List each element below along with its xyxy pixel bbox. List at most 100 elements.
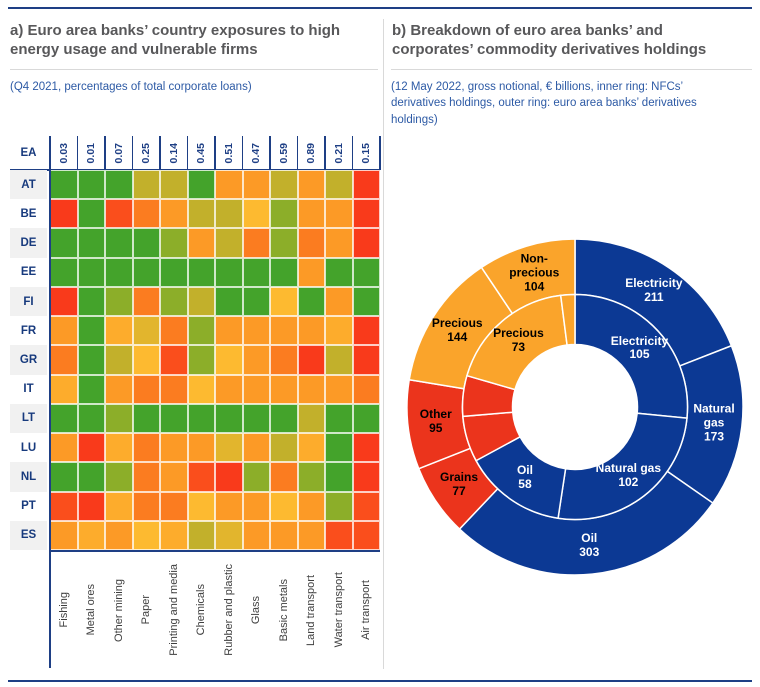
heatmap-cell <box>50 257 78 287</box>
heatmap-cell <box>215 403 243 434</box>
heatmap-cell <box>352 345 380 375</box>
heatmap-cell <box>105 345 133 375</box>
heatmap-cell <box>325 520 353 550</box>
panel-a-title-rule <box>10 69 378 70</box>
panel-b-title-rule <box>391 69 752 70</box>
heatmap-cell <box>160 257 188 287</box>
heatmap-cell <box>187 491 215 521</box>
heatmap-cell <box>160 228 188 258</box>
heatmap-cell <box>187 228 215 258</box>
heatmap-cell <box>352 462 380 492</box>
heatmap-cell <box>160 520 188 550</box>
heatmap-cell <box>77 199 105 229</box>
heatmap-cell <box>77 403 105 434</box>
heatmap-cell <box>270 491 298 521</box>
heatmap-cell <box>105 403 133 434</box>
heatmap-cell <box>270 345 298 375</box>
heatmap-cell <box>160 170 188 200</box>
heatmap-cell <box>132 286 160 317</box>
heatmap-cell <box>77 228 105 258</box>
heatmap-cell <box>352 316 380 346</box>
ea-tick <box>131 136 134 170</box>
heatmap-cell <box>77 316 105 346</box>
donut-inner-segment <box>559 293 576 346</box>
heatmap-cell <box>215 286 243 317</box>
heatmap-cell <box>325 433 353 463</box>
row-label: LU <box>10 433 47 463</box>
heatmap-cell <box>105 374 133 404</box>
panel-a-title: a) Euro area banks’ country exposures to… <box>10 22 341 58</box>
row-label: PT <box>10 491 47 521</box>
heatmap-cell <box>77 257 105 287</box>
heatmap-cell <box>132 374 160 404</box>
heatmap-cell <box>270 316 298 346</box>
heatmap-cell <box>105 228 133 258</box>
heatmap-cell <box>297 374 325 404</box>
heatmap-cell <box>77 462 105 492</box>
heatmap-cell <box>297 228 325 258</box>
heatmap-cell <box>77 433 105 463</box>
row-label: DE <box>10 228 47 258</box>
row-label: FR <box>10 316 47 346</box>
bottom-rule <box>8 680 752 682</box>
ea-tick <box>214 136 216 170</box>
heatmap-cell <box>242 228 270 258</box>
heatmap-cell <box>242 316 270 346</box>
heatmap-cell <box>105 257 133 287</box>
heatmap-cell <box>187 520 215 550</box>
heatmap-cell <box>352 199 380 229</box>
heatmap-cell <box>215 433 243 463</box>
ea-tick <box>324 136 326 170</box>
heatmap-cell <box>50 520 78 550</box>
heatmap-cell <box>105 491 133 521</box>
panel-divider <box>383 19 384 669</box>
heatmap-cell <box>297 170 325 200</box>
heatmap-cell <box>297 491 325 521</box>
heatmap-cell <box>187 462 215 492</box>
heatmap-cell <box>132 520 160 550</box>
heatmap-cell <box>132 462 160 492</box>
heatmap-cell <box>242 491 270 521</box>
heatmap-cell <box>160 345 188 375</box>
row-label: NL <box>10 462 47 492</box>
heatmap-cell <box>160 316 188 346</box>
heatmap-cell <box>242 345 270 375</box>
ea-underline <box>10 169 380 171</box>
heatmap-cell <box>50 374 78 404</box>
heatmap-cell <box>50 199 78 229</box>
heatmap-cell <box>50 462 78 492</box>
heatmap-cell <box>325 257 353 287</box>
heatmap-cell <box>132 257 160 287</box>
heatmap-cell <box>242 286 270 317</box>
heatmap-cell <box>187 170 215 200</box>
heatmap-cell <box>160 462 188 492</box>
heatmap-bottom-line <box>50 550 380 552</box>
heatmap-cell <box>325 170 353 200</box>
heatmap-cell <box>132 316 160 346</box>
heatmap-cell <box>187 374 215 404</box>
row-label: IT <box>10 374 47 404</box>
heatmap-cell <box>352 520 380 550</box>
heatmap-cell <box>77 286 105 317</box>
row-label: AT <box>10 170 47 200</box>
heatmap-cell <box>50 491 78 521</box>
heatmap-cell <box>77 374 105 404</box>
heatmap-cell <box>325 491 353 521</box>
ea-tick <box>351 136 354 170</box>
panel-a-subtitle: (Q4 2021, percentages of total corporate… <box>10 81 252 93</box>
heatmap-cell <box>270 403 298 434</box>
heatmap-cell <box>242 433 270 463</box>
heatmap-cell <box>132 228 160 258</box>
heatmap-cell <box>297 316 325 346</box>
heatmap-cell <box>215 462 243 492</box>
heatmap-cell <box>297 286 325 317</box>
heatmap-cell <box>105 170 133 200</box>
heatmap-cell <box>242 462 270 492</box>
heatmap-cell <box>352 286 380 317</box>
heatmap-cell <box>160 286 188 317</box>
heatmap-cell <box>187 345 215 375</box>
heatmap-cell <box>77 520 105 550</box>
heatmap-cell <box>215 491 243 521</box>
heatmap-cell <box>187 316 215 346</box>
heatmap-cell <box>325 374 353 404</box>
